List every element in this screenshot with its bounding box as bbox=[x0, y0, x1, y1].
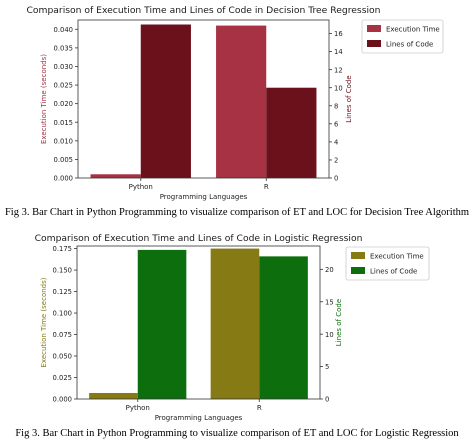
y-right-tick-label: 14 bbox=[334, 48, 343, 56]
y-right-tick-label: 4 bbox=[334, 138, 338, 146]
bar-lines-of-code-python bbox=[137, 249, 187, 399]
x-tick-label: Python bbox=[126, 404, 150, 412]
figure-caption-2: Fig 3. Bar Chart in Python Programming t… bbox=[15, 428, 459, 439]
y-right-tick-label: 8 bbox=[334, 102, 338, 110]
y-right-tick-label: 10 bbox=[325, 331, 334, 339]
y-tick-label: 0.075 bbox=[53, 331, 72, 339]
x-tick-label: Python bbox=[129, 183, 153, 191]
legend-box bbox=[361, 19, 444, 54]
y-right-tick-label: 2 bbox=[334, 157, 338, 165]
legend-box bbox=[345, 246, 430, 281]
plot-frame bbox=[77, 19, 330, 179]
legend-swatch-execution-time bbox=[367, 25, 381, 32]
chart-title: Comparison of Execution Time and Lines o… bbox=[26, 5, 380, 16]
plot-frame bbox=[76, 245, 321, 400]
y-right-tick-label: 20 bbox=[325, 266, 334, 274]
y-right-tick-label: 5 bbox=[325, 363, 329, 371]
y-tick-label: 0.010 bbox=[54, 137, 73, 145]
x-tick-label: R bbox=[264, 183, 269, 191]
y-tick-label: 0.035 bbox=[54, 44, 73, 52]
y-tick-label: 0.020 bbox=[54, 100, 73, 108]
bar-execution-time-python bbox=[89, 392, 138, 399]
legend-label: Execution Time bbox=[386, 26, 440, 34]
x-tick-label: R bbox=[257, 404, 262, 412]
bar-lines-of-code-r bbox=[266, 87, 317, 178]
y-right-tick-label: 16 bbox=[334, 30, 343, 38]
chart-title: Comparison of Execution Time and Lines o… bbox=[35, 233, 363, 244]
legend-swatch-execution-time bbox=[351, 252, 365, 259]
y-right-axis-label: Lines of Code bbox=[335, 299, 343, 346]
y-right-tick-label: 0 bbox=[334, 175, 338, 183]
y-right-tick-label: 15 bbox=[325, 298, 334, 306]
legend-label: Execution Time bbox=[370, 253, 424, 261]
y-tick-label: 0.015 bbox=[54, 119, 73, 127]
figure-caption-1: Fig 3. Bar Chart in Python Programming t… bbox=[4, 207, 470, 218]
bar-execution-time-r bbox=[210, 248, 260, 399]
y-tick-label: 0.030 bbox=[54, 63, 73, 71]
y-tick-label: 0.000 bbox=[54, 175, 73, 183]
y-right-axis-label: Lines of Code bbox=[345, 75, 353, 122]
y-tick-label: 0.100 bbox=[53, 310, 72, 318]
bar-execution-time-r bbox=[216, 25, 267, 178]
legend-label: Lines of Code bbox=[370, 268, 417, 276]
bar-lines-of-code-r bbox=[259, 256, 308, 399]
legend-label: Lines of Code bbox=[386, 41, 433, 49]
y-tick-label: 0.125 bbox=[53, 288, 72, 296]
chart-logistic-regression: Comparison of Execution Time and Lines o… bbox=[35, 233, 430, 422]
legend-swatch-lines-of-code bbox=[351, 267, 365, 274]
y-tick-label: 0.025 bbox=[54, 82, 73, 90]
y-tick-label: 0.005 bbox=[54, 156, 73, 164]
x-axis-label: Programming Languages bbox=[160, 193, 248, 201]
legend-swatch-lines-of-code bbox=[367, 40, 381, 47]
y-tick-label: 0.000 bbox=[53, 396, 72, 404]
y-axis-label: Execution Time (seconds) bbox=[40, 54, 48, 144]
y-right-tick-label: 0 bbox=[325, 396, 329, 404]
y-tick-label: 0.150 bbox=[53, 267, 72, 275]
bar-lines-of-code-python bbox=[140, 24, 191, 179]
y-tick-label: 0.050 bbox=[53, 353, 72, 361]
bar-execution-time-python bbox=[90, 174, 141, 178]
y-tick-label: 0.040 bbox=[54, 26, 73, 34]
y-right-tick-label: 10 bbox=[334, 84, 343, 92]
y-axis-label: Execution Time (seconds) bbox=[40, 277, 48, 367]
y-tick-label: 0.175 bbox=[53, 245, 72, 253]
y-right-tick-label: 12 bbox=[334, 66, 343, 74]
chart-decision-tree: Comparison of Execution Time and Lines o… bbox=[26, 5, 444, 201]
y-right-tick-label: 6 bbox=[334, 120, 338, 128]
x-axis-label: Programming Languages bbox=[155, 414, 243, 422]
y-tick-label: 0.025 bbox=[53, 374, 72, 382]
